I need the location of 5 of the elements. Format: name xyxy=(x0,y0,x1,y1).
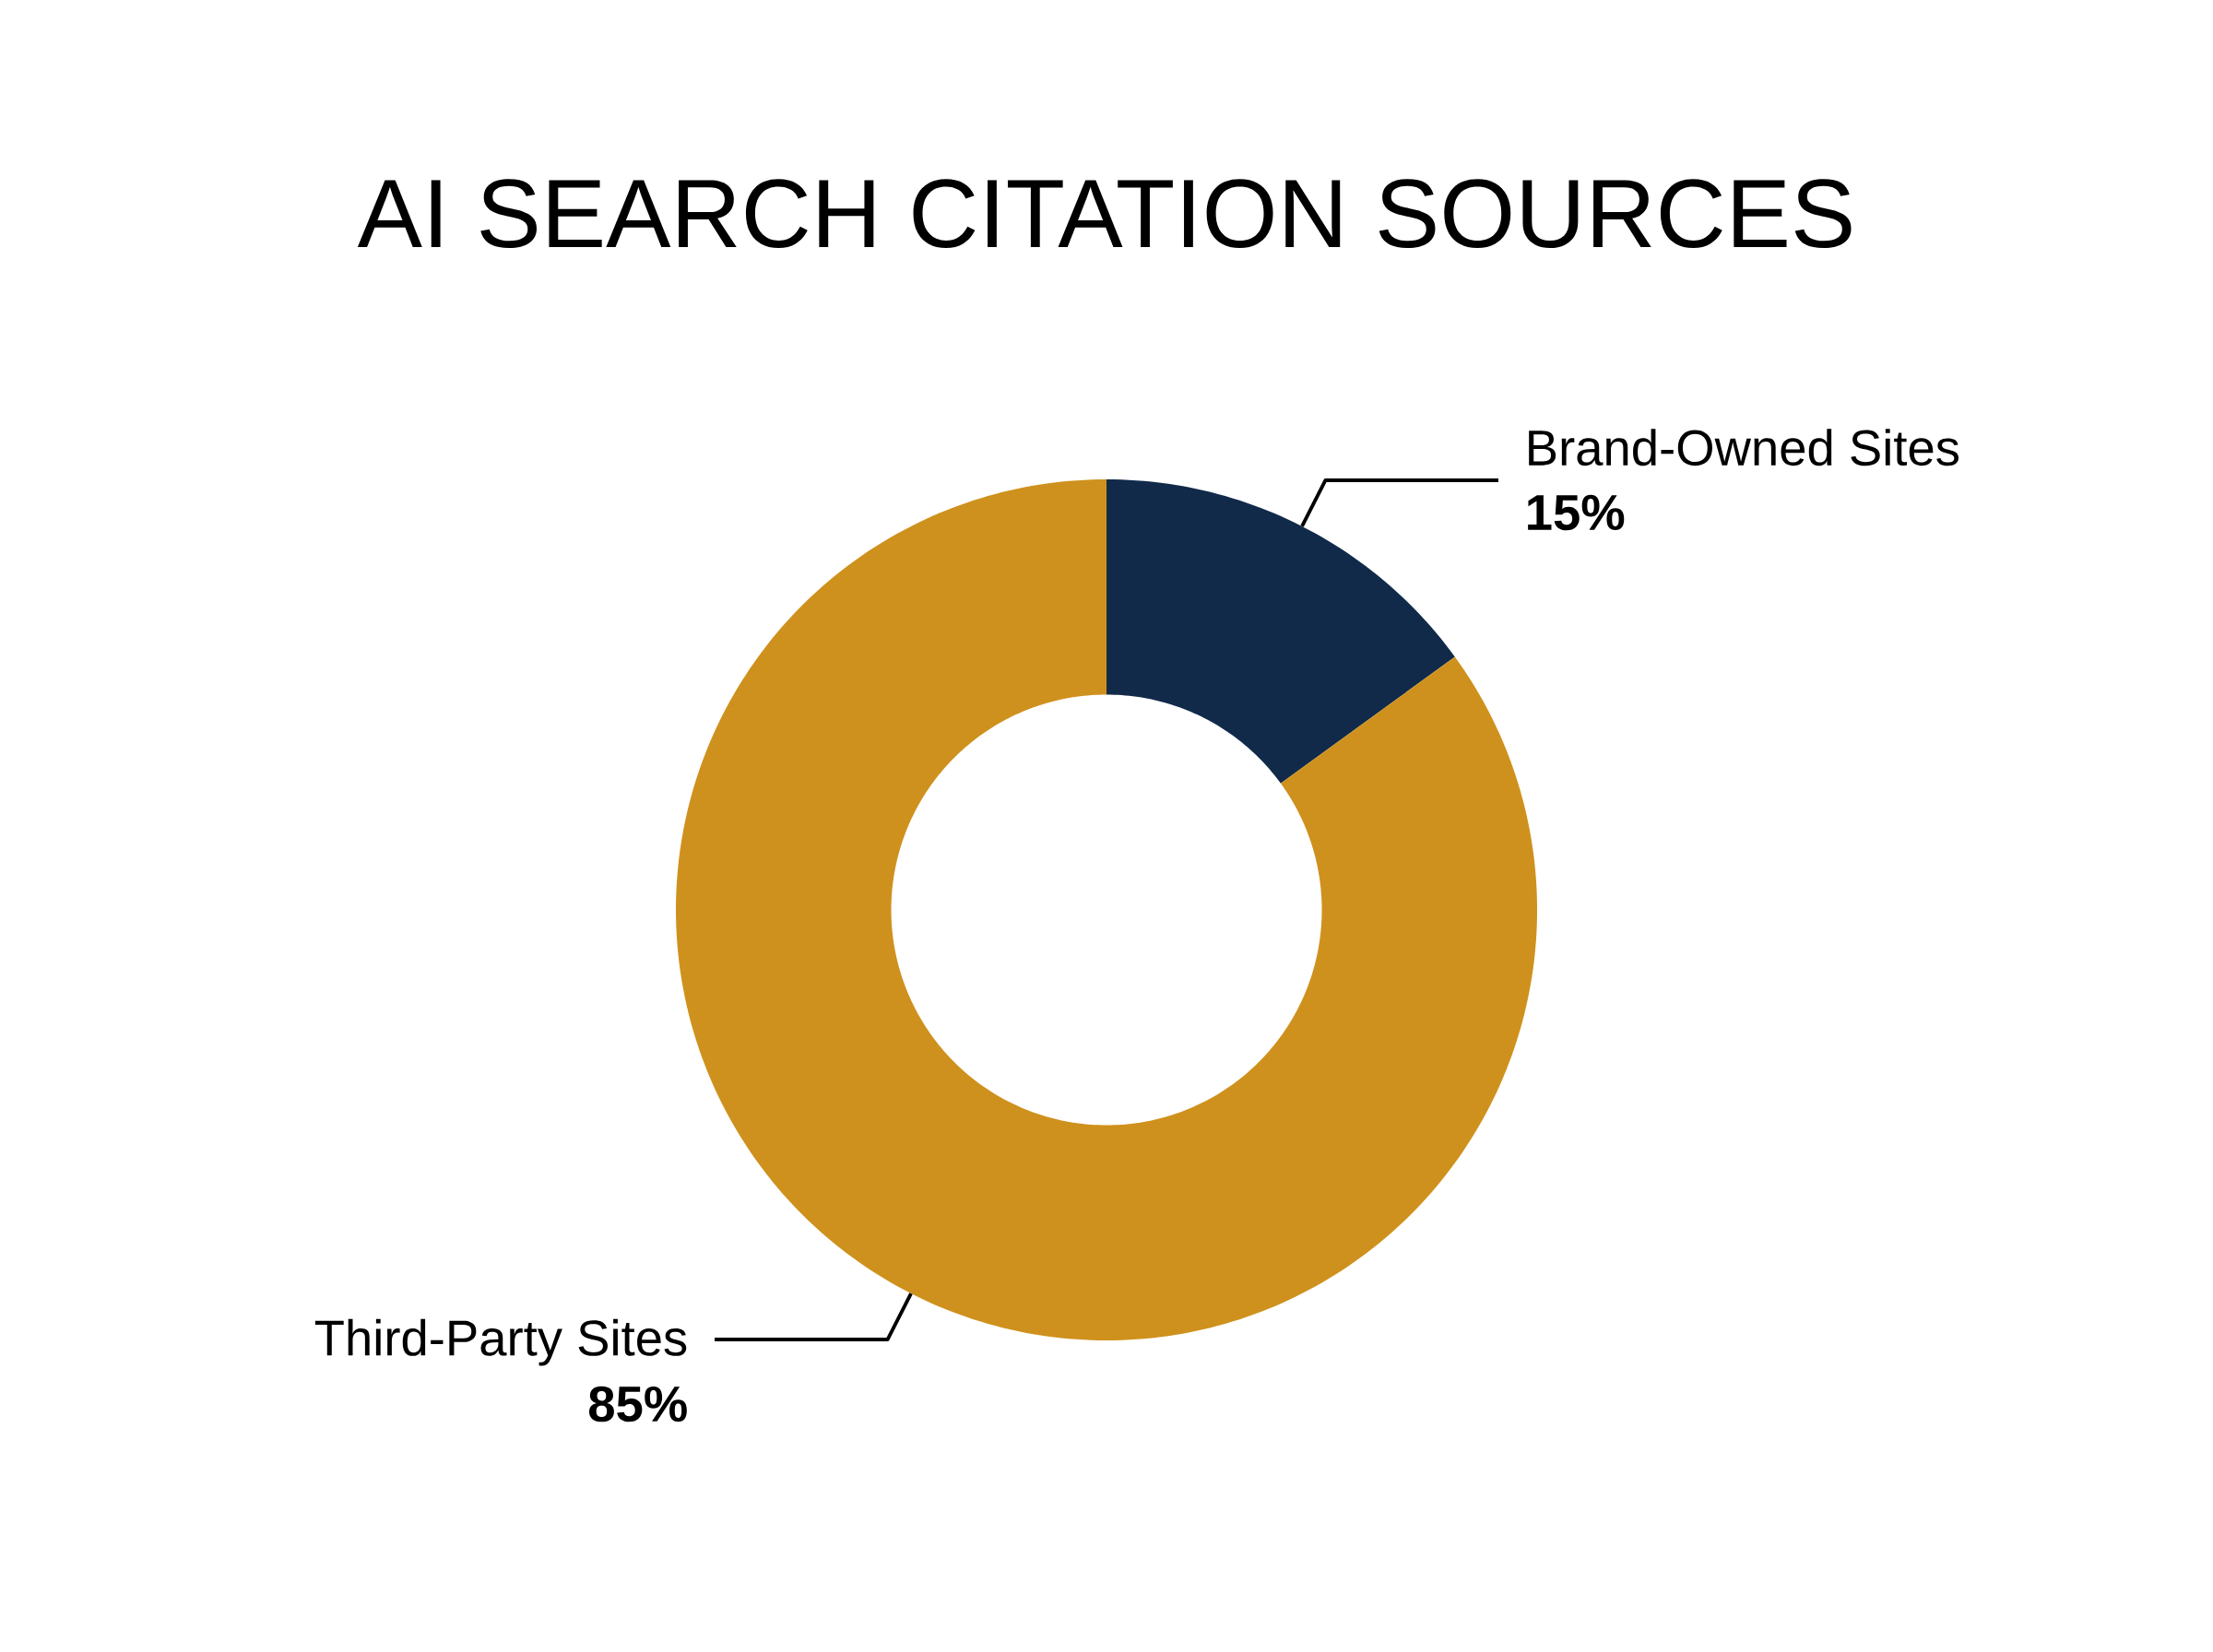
slice-label: Third-Party Sites xyxy=(314,1318,687,1366)
data-label: 85% xyxy=(588,1386,687,1422)
slice-label: Brand-Owned Sites xyxy=(1529,429,1959,466)
data-label: 15% xyxy=(1528,494,1625,531)
chart-title: AI SEARCH CITATION SOURCES xyxy=(357,179,1852,249)
